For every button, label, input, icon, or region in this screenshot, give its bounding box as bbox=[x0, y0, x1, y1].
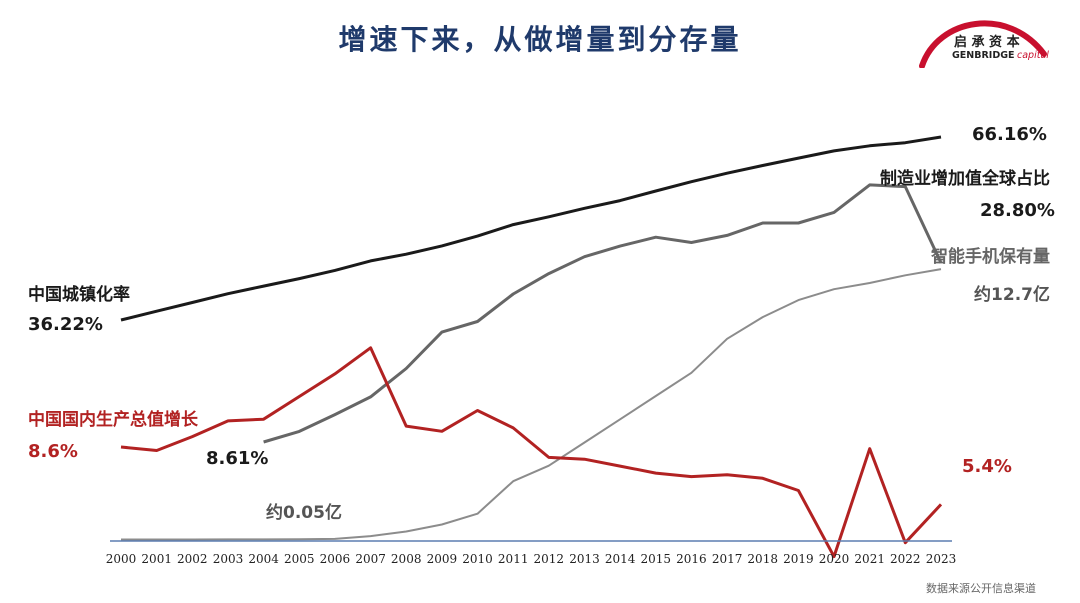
gdp-end-label: 5.4% bbox=[962, 456, 1012, 477]
urbanization-start-label: 36.22% bbox=[28, 314, 103, 335]
smartphone-series-name: 智能手机保有量 bbox=[931, 246, 1050, 267]
chart-title: 增速下来，从做增量到分存量 bbox=[338, 23, 742, 56]
x-tick-label: 2006 bbox=[320, 552, 351, 566]
manufacturing-series-name: 制造业增加值全球占比 bbox=[880, 168, 1050, 189]
series-labels: 中国城镇化率 36.22% 66.16% 制造业增加值全球占比 8.61% 28… bbox=[28, 124, 1055, 523]
manufacturing-end-label: 28.80% bbox=[980, 200, 1055, 221]
x-tick-label: 2019 bbox=[783, 552, 814, 566]
x-axis-ticks: 2000 2001 2002 2003 2004 2005 2006 2007 2008 2009… bbox=[106, 552, 957, 566]
manufacturing-line bbox=[263, 183, 943, 444]
x-tick-label: 2004 bbox=[248, 552, 279, 566]
x-tick-label: 2016 bbox=[676, 552, 707, 566]
urbanization-end-label: 66.16% bbox=[972, 124, 1047, 145]
manufacturing-start-label: 8.61% bbox=[206, 448, 268, 469]
gdp-series-name: 中国国内生产总值增长 bbox=[28, 409, 199, 430]
x-tick-label: 2007 bbox=[355, 552, 386, 566]
logo-arc-icon bbox=[919, 20, 1047, 68]
smartphone-line bbox=[121, 268, 942, 541]
urbanization-series-name: 中国城镇化率 bbox=[28, 284, 130, 305]
x-tick-label: 2013 bbox=[569, 552, 600, 566]
x-tick-label: 2010 bbox=[462, 552, 493, 566]
x-tick-label: 2020 bbox=[819, 552, 850, 566]
smartphone-end-label: 约12.7亿 bbox=[974, 284, 1050, 305]
x-tick-label: 2018 bbox=[747, 552, 778, 566]
x-tick-label: 2011 bbox=[498, 552, 529, 566]
logo-en-suffix: capital bbox=[1017, 50, 1049, 61]
x-tick-label: 2017 bbox=[712, 552, 743, 566]
x-tick-label: 2012 bbox=[534, 552, 565, 566]
x-tick-label: 2005 bbox=[284, 552, 315, 566]
gdp-start-label: 8.6% bbox=[28, 441, 78, 462]
x-tick-label: 2001 bbox=[141, 552, 172, 566]
x-tick-label: 2000 bbox=[106, 552, 137, 566]
x-tick-label: 2021 bbox=[854, 552, 885, 566]
x-tick-label: 2023 bbox=[926, 552, 957, 566]
x-tick-label: 2003 bbox=[213, 552, 244, 566]
gdp-line bbox=[120, 346, 943, 559]
x-tick-label: 2002 bbox=[177, 552, 208, 566]
x-tick-label: 2009 bbox=[427, 552, 458, 566]
urbanization-line bbox=[120, 135, 942, 322]
series-lines bbox=[120, 135, 943, 559]
x-tick-label: 2008 bbox=[391, 552, 422, 566]
source-note: 数据来源公开信息渠道 bbox=[926, 582, 1036, 595]
logo-en-brand: GENBRIDGE bbox=[952, 50, 1015, 61]
x-tick-label: 2022 bbox=[890, 552, 921, 566]
logo-cn-text: 启 承 资 本 bbox=[954, 34, 1020, 50]
x-tick-label: 2014 bbox=[605, 552, 636, 566]
x-tick-label: 2015 bbox=[641, 552, 672, 566]
smartphone-start-label: 约0.05亿 bbox=[266, 502, 342, 523]
company-logo: 启 承 资 本 GENBRIDGE capital bbox=[919, 20, 1049, 68]
